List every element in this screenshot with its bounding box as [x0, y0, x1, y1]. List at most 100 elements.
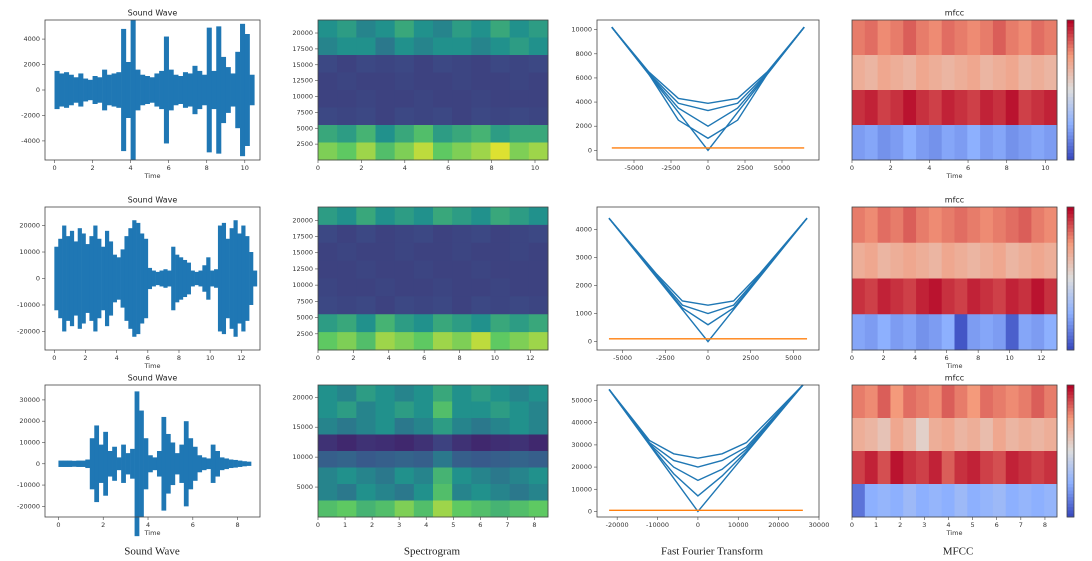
heat-cell — [452, 278, 472, 297]
heat-cell — [452, 125, 472, 143]
wave-envelope — [152, 457, 158, 471]
heat-cell — [356, 385, 376, 402]
colorbar-step — [1067, 503, 1074, 508]
heat-cell — [852, 418, 866, 452]
heat-cell — [337, 314, 357, 333]
heat-cell — [433, 125, 453, 143]
wave-envelope — [201, 74, 208, 106]
colorbar-step — [1067, 142, 1074, 147]
colorbar-step — [1067, 100, 1074, 105]
heat-cell — [471, 37, 491, 56]
heat-cell — [471, 418, 491, 435]
colorbar-step — [1067, 444, 1074, 449]
colorbar-step — [1067, 464, 1074, 468]
heat-cell — [528, 107, 549, 126]
wave-envelope — [103, 431, 109, 496]
wave-envelope — [211, 70, 217, 110]
y-tick-label: -4000 — [21, 137, 40, 145]
heat-cell — [916, 385, 930, 419]
y-tick-label: 0 — [588, 338, 592, 346]
heat-cell — [954, 278, 968, 315]
colorbar-step — [1067, 224, 1074, 229]
heat-cell — [877, 242, 891, 279]
x-tick-label: 7 — [1019, 521, 1023, 529]
heat-cell — [337, 207, 357, 226]
colorbar-step — [1067, 260, 1074, 265]
heat-cell — [890, 55, 904, 91]
wave-envelope — [125, 453, 131, 475]
heat-cell — [528, 314, 549, 333]
x-tick-label: 2 — [881, 354, 885, 362]
wave-envelope — [78, 73, 84, 107]
heat-cell — [356, 260, 376, 279]
heat-cell — [1031, 125, 1045, 161]
colorbar-step — [1067, 235, 1074, 240]
heat-cell — [337, 332, 357, 351]
y-tick-label: 20000 — [571, 463, 592, 471]
wave-envelope — [242, 461, 247, 467]
heat-cell — [394, 224, 415, 244]
colorbar-step — [1067, 271, 1074, 276]
colorbar-step — [1067, 480, 1074, 485]
heat-cell — [916, 242, 930, 279]
heat-cell — [452, 434, 472, 452]
x-tick-label: 6 — [995, 521, 999, 529]
colorbar-step — [1067, 30, 1074, 35]
heat-cell — [509, 242, 530, 262]
heat-cell — [337, 55, 357, 73]
heat-cell — [356, 125, 376, 143]
y-tick-label: 7500 — [296, 297, 313, 305]
x-axis-label: Time — [946, 529, 963, 537]
heat-cell — [413, 107, 434, 126]
colorbar-step — [1067, 156, 1074, 161]
heat-cell — [394, 20, 415, 38]
heat-cell — [452, 451, 472, 468]
colorbar-step — [1067, 83, 1074, 87]
x-tick-label: 0 — [56, 521, 60, 529]
colorbar-step — [1067, 388, 1074, 392]
series-line — [608, 384, 804, 497]
heat-cell — [1018, 90, 1032, 126]
x-tick-label: 6 — [966, 164, 970, 172]
heat-cell — [375, 72, 396, 91]
y-tick-label: 5000 — [296, 483, 313, 491]
wave-envelope — [83, 78, 89, 102]
heat-cell — [337, 296, 357, 315]
heat-cell — [471, 451, 491, 468]
wave-envelope — [77, 228, 82, 329]
wave-envelope — [225, 238, 230, 319]
colorbar-frame — [1066, 19, 1075, 161]
colorbar-step — [1067, 490, 1074, 495]
heat-cell — [928, 125, 943, 161]
colorbar-step — [1067, 93, 1074, 98]
heat-cell — [490, 242, 511, 262]
heat-cell — [890, 207, 904, 244]
colorbar-step — [1067, 228, 1074, 233]
wave-envelope — [87, 79, 93, 101]
heat-cell — [413, 37, 434, 56]
wave-envelope — [163, 269, 168, 288]
wave-envelope — [197, 455, 203, 473]
series-line — [608, 217, 808, 326]
x-axis-label: Time — [946, 172, 963, 180]
heat-cell — [980, 484, 994, 518]
colorbar-step — [1067, 62, 1074, 66]
heat-cell — [903, 278, 917, 315]
x-tick-label: 8 — [205, 164, 209, 172]
heat-cell — [852, 484, 866, 518]
heat-cell — [992, 385, 1007, 419]
colorbar-step — [1067, 493, 1074, 498]
heat-cell — [967, 385, 981, 419]
heat-cell — [967, 484, 981, 518]
heat-cell — [903, 90, 917, 126]
heat-cell — [375, 20, 396, 38]
heat-cell — [433, 37, 453, 56]
heat-cell — [375, 207, 396, 226]
colorbar-step — [1067, 20, 1074, 24]
heat-cell — [528, 296, 549, 315]
colorbar-step — [1067, 484, 1074, 488]
colorbar-step — [1067, 513, 1074, 518]
heat-cell — [337, 484, 357, 501]
heat-cell — [452, 224, 472, 244]
wave-envelope — [130, 448, 135, 479]
